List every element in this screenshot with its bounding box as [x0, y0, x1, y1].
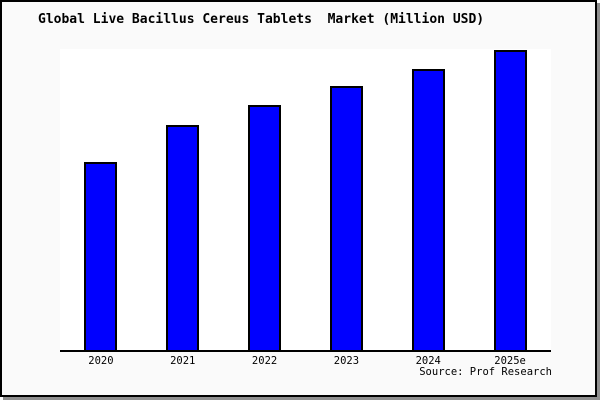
x-tick-label-2020: 2020	[88, 355, 114, 367]
bar-2025e	[493, 49, 527, 350]
bar-2021	[166, 124, 200, 350]
bar-2024	[411, 68, 445, 350]
bar-2023	[329, 86, 363, 350]
x-tick-label-2022: 2022	[251, 355, 278, 367]
x-tick-label-2023: 2023	[333, 355, 360, 367]
bar-2020	[84, 161, 118, 350]
bar-2022	[248, 105, 282, 350]
source-label: Source: Prof Research	[419, 366, 552, 378]
chart-title: Global Live Bacillus Cereus Tablets Mark…	[38, 12, 485, 27]
x-tick-label-2021: 2021	[170, 355, 196, 367]
plot-area	[60, 49, 551, 352]
